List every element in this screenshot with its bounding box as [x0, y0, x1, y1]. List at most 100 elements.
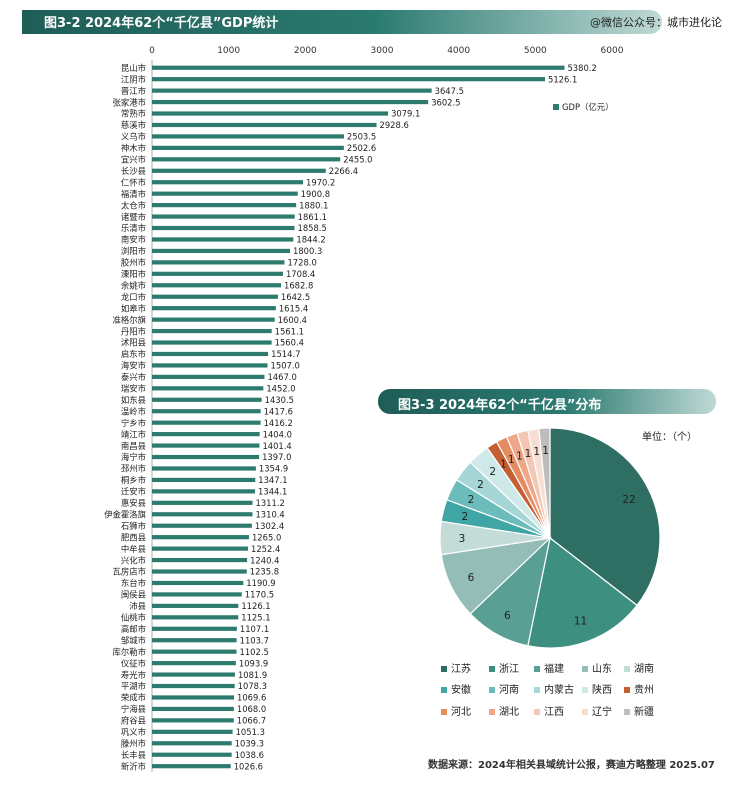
bar-value-label: 1103.7	[240, 635, 269, 645]
category-label: 邹城市	[121, 635, 146, 645]
bar-value-label: 1507.0	[271, 361, 300, 371]
gdp-bar	[152, 420, 261, 425]
bar-value-label: 1240.4	[250, 555, 279, 565]
gdp-bar	[152, 580, 244, 586]
bar-chart-title-bar	[22, 10, 662, 34]
category-label: 准格尔旗	[113, 315, 147, 325]
category-label: 宜兴市	[121, 155, 146, 165]
category-label: 余姚市	[121, 280, 146, 290]
x-tick-label: 1000	[217, 46, 240, 56]
bar-value-label: 1347.1	[258, 475, 287, 485]
category-label: 仁怀市	[121, 177, 146, 187]
x-tick-label: 3000	[371, 46, 394, 56]
category-label: 南安市	[121, 235, 146, 245]
gdp-bar	[152, 191, 298, 196]
gdp-bar	[152, 706, 234, 712]
bar-value-label: 1190.9	[246, 578, 275, 588]
gdp-bar	[152, 752, 232, 757]
category-label: 中牟县	[121, 544, 146, 554]
category-label: 伊金霍洛旗	[104, 509, 146, 519]
category-label: 宁乡市	[121, 418, 146, 428]
bar-value-label: 1858.5	[297, 223, 326, 233]
gdp-bar	[152, 500, 253, 505]
gdp-bar	[152, 203, 297, 208]
bar-value-label: 1880.1	[299, 200, 328, 210]
category-label: 丹阳市	[121, 326, 146, 336]
bar-value-label: 1126.1	[241, 601, 270, 611]
category-label: 沛县	[129, 601, 146, 611]
bar-value-label: 1107.1	[240, 624, 269, 634]
bar-value-label: 1235.8	[250, 567, 279, 577]
bar-value-label: 1615.4	[279, 303, 308, 313]
gdp-bar	[152, 237, 294, 242]
bar-value-label: 1344.1	[258, 487, 287, 497]
gdp-bar	[152, 99, 429, 105]
bar-value-label: 1252.4	[251, 544, 280, 554]
gdp-bar	[152, 649, 237, 654]
bar-value-label: 1560.4	[275, 338, 304, 348]
bar-value-label: 2928.6	[380, 120, 409, 130]
gdp-bar	[152, 88, 432, 93]
gdp-bar	[152, 134, 344, 139]
category-label: 新沂市	[121, 761, 146, 771]
gdp-bar	[152, 409, 261, 414]
bar-value-label: 1844.2	[296, 235, 325, 245]
pie-chart-title: 图3-3 2024年62个“千亿县”分布	[398, 398, 602, 413]
category-label: 平湖市	[121, 681, 146, 691]
category-label: 诸暨市	[121, 212, 146, 222]
category-label: 泰兴市	[121, 372, 146, 382]
category-label: 沭阳县	[121, 338, 146, 348]
category-label: 宁海县	[121, 704, 146, 714]
x-tick-label: 4000	[447, 46, 470, 56]
category-label: 东台市	[121, 578, 146, 588]
bar-value-label: 1401.4	[262, 441, 291, 451]
bar-value-label: 1642.5	[281, 292, 310, 302]
bar-value-label: 1302.4	[255, 521, 284, 531]
category-label: 长丰县	[121, 750, 146, 760]
x-tick-label: 5000	[524, 46, 547, 56]
bar-value-label: 3647.5	[435, 86, 464, 96]
gdp-bar	[152, 294, 278, 299]
category-label: 仪征市	[121, 658, 146, 668]
gdp-bar	[152, 386, 264, 391]
bar-value-label: 1800.3	[293, 246, 322, 256]
bar-value-label: 1265.0	[252, 532, 281, 542]
bar-value-label: 1970.2	[306, 177, 335, 187]
gdp-bar	[152, 77, 546, 82]
gdp-bar	[152, 661, 236, 666]
category-label: 邳州市	[121, 464, 146, 474]
gdp-bar	[152, 535, 249, 540]
bar-value-label: 1417.6	[264, 406, 293, 416]
category-label: 龙口市	[121, 292, 146, 302]
category-label: 府谷县	[121, 716, 146, 726]
x-tick-label: 6000	[601, 46, 624, 56]
gdp-bar	[152, 432, 260, 437]
gdp-bar	[152, 557, 248, 563]
bar-value-label: 1728.0	[287, 258, 316, 268]
category-label: 寿光市	[121, 670, 146, 680]
category-label: 张家港市	[113, 97, 147, 107]
category-label: 长沙县	[121, 166, 146, 176]
bar-value-label: 1708.4	[286, 269, 315, 279]
category-label: 乐清市	[121, 223, 146, 233]
bar-value-label: 1170.5	[245, 590, 274, 600]
gdp-bar	[152, 248, 291, 254]
gdp-bar	[152, 180, 304, 185]
pie-unit-label: 单位：（个）	[642, 432, 697, 443]
gdp-bar	[152, 466, 256, 471]
gdp-bar	[152, 271, 283, 276]
gdp-bar	[152, 374, 265, 379]
bar-value-label: 1081.9	[238, 670, 267, 680]
category-label: 温岭市	[121, 406, 146, 416]
category-label: 肥西县	[121, 532, 146, 542]
bar-value-label: 1467.0	[267, 372, 296, 382]
category-label: 常熟市	[121, 109, 146, 119]
bar-value-label: 1026.6	[234, 761, 263, 771]
bar-value-label: 1038.6	[235, 750, 264, 760]
legend-label: GDP（亿元）	[562, 102, 614, 112]
gdp-bar	[152, 397, 262, 402]
category-label: 瓦房店市	[113, 567, 147, 577]
bar-value-label: 1310.4	[255, 509, 284, 519]
category-label: 瑞安市	[121, 384, 146, 394]
gdp-bar	[152, 695, 235, 700]
